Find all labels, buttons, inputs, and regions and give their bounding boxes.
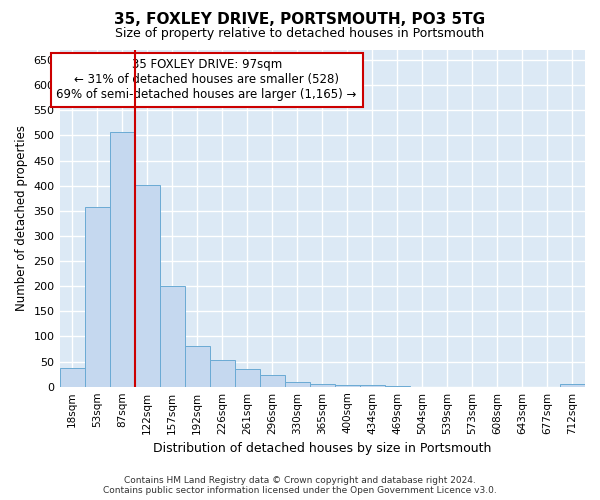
- X-axis label: Distribution of detached houses by size in Portsmouth: Distribution of detached houses by size …: [153, 442, 491, 455]
- Y-axis label: Number of detached properties: Number of detached properties: [15, 126, 28, 312]
- Bar: [59, 368, 85, 386]
- Bar: [110, 132, 134, 386]
- Bar: [360, 385, 385, 386]
- Text: Size of property relative to detached houses in Portsmouth: Size of property relative to detached ho…: [115, 28, 485, 40]
- Bar: [235, 369, 260, 386]
- Text: 35, FOXLEY DRIVE, PORTSMOUTH, PO3 5TG: 35, FOXLEY DRIVE, PORTSMOUTH, PO3 5TG: [115, 12, 485, 28]
- Bar: [335, 385, 360, 386]
- Bar: [134, 185, 160, 386]
- Text: 35 FOXLEY DRIVE: 97sqm
← 31% of detached houses are smaller (528)
69% of semi-de: 35 FOXLEY DRIVE: 97sqm ← 31% of detached…: [56, 58, 357, 102]
- Bar: [285, 382, 310, 386]
- Bar: [209, 360, 235, 386]
- Bar: [85, 207, 110, 386]
- Text: Contains HM Land Registry data © Crown copyright and database right 2024.
Contai: Contains HM Land Registry data © Crown c…: [103, 476, 497, 495]
- Bar: [160, 286, 185, 386]
- Bar: [560, 384, 585, 386]
- Bar: [260, 374, 285, 386]
- Bar: [310, 384, 335, 386]
- Bar: [185, 346, 209, 387]
